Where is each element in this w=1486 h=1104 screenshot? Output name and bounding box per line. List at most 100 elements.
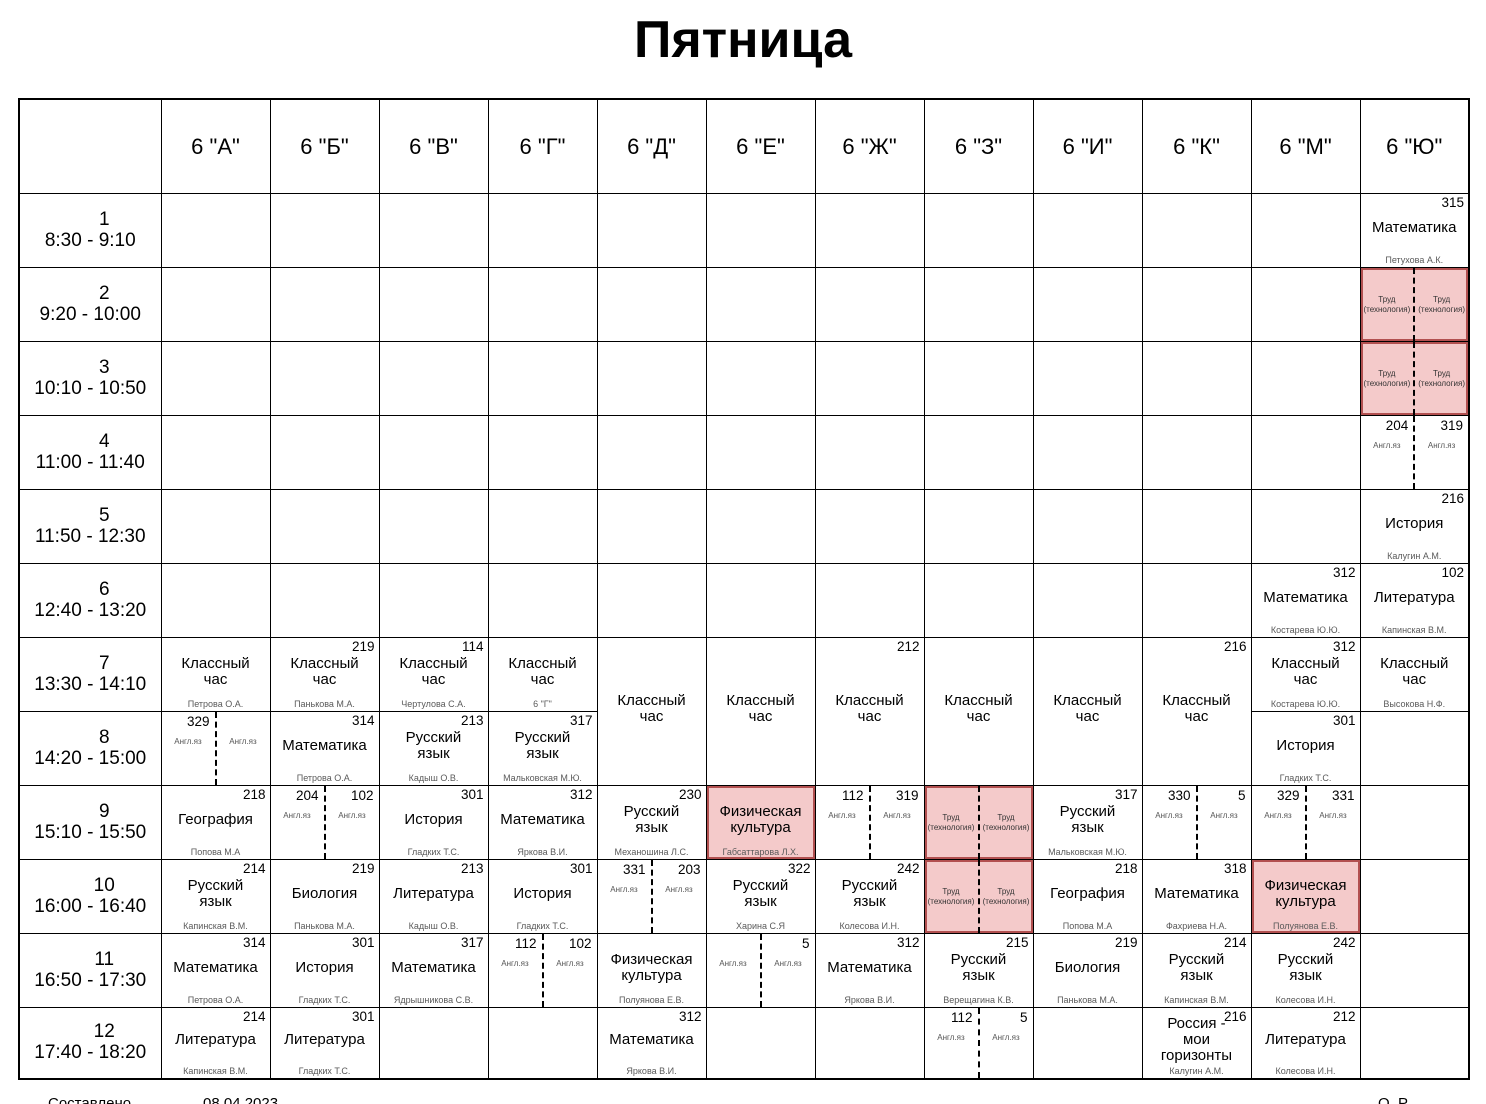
lesson-cell: Классный час <box>923 637 1034 786</box>
lesson-number: 1 <box>98 208 110 230</box>
lesson-time: 9:20 - 10:00 <box>39 303 141 325</box>
teacher-name: Колесова И.Н. <box>1275 995 1336 1005</box>
lesson-cell: 214 Русский язык Капинская В.М. <box>160 859 271 934</box>
lesson-cell: 214 Русский язык Капинская В.М. <box>1141 933 1252 1008</box>
empty-cell <box>1359 711 1470 786</box>
footer-note: Составлено <box>48 1095 132 1104</box>
subject: Классный час <box>399 654 468 688</box>
lesson-cell: 218 География Попова М.А <box>1032 859 1143 934</box>
split-cell: 204 Англ.яз 319 Англ.яз <box>1359 415 1470 490</box>
empty-cell <box>160 415 271 490</box>
group-subject-label: Англ.яз <box>338 811 366 820</box>
subject: История <box>513 884 572 902</box>
empty-cell <box>923 489 1034 564</box>
subject: Математика <box>500 810 585 828</box>
lesson-number: 4 <box>98 430 110 452</box>
empty-cell <box>1359 933 1470 1008</box>
time-cell: 1 8:30 - 9:10 <box>18 193 162 268</box>
subject: Русский язык <box>841 876 898 910</box>
teacher-name: Капинская В.М. <box>1164 995 1229 1005</box>
lesson-cell: 317 Русский язык Мальковская М.Ю. <box>487 711 598 786</box>
subject: Биология <box>1054 958 1121 976</box>
lesson-cell: 216 Классный час <box>1141 637 1252 786</box>
lesson-number: 12 <box>93 1021 115 1042</box>
room-number: 230 <box>678 787 702 802</box>
footer-date: 08.04.2023 <box>203 1095 279 1104</box>
empty-cell <box>160 341 271 416</box>
empty-cell <box>487 415 598 490</box>
room-number: 301 <box>351 1009 375 1024</box>
empty-cell <box>1250 193 1361 268</box>
subject: Русский язык <box>1277 950 1334 984</box>
subject: Классный час <box>944 691 1013 725</box>
footer: Составлено 08.04.2023 О. Р <box>18 1095 1470 1104</box>
empty-cell <box>1250 341 1361 416</box>
split-cell: Труд (технология) Труд (технология) <box>923 859 1034 934</box>
lesson-cell: Физическая культура Габсаттарова Л.Х. <box>705 785 816 860</box>
empty-cell <box>1032 193 1143 268</box>
group-room-number: 329 <box>186 714 210 729</box>
teacher-name: Мальковская М.Ю. <box>503 773 582 783</box>
empty-cell <box>923 415 1034 490</box>
empty-cell <box>1141 341 1252 416</box>
subject: Математика <box>391 958 476 976</box>
teacher-name: Гладких Т.С. <box>298 1066 351 1076</box>
split-cell: 329 Англ.яз Англ.яз <box>160 711 271 786</box>
group-room-number: 5 <box>1237 788 1246 803</box>
group-subject-label: Англ.яз <box>883 811 911 820</box>
lesson-cell: 314 Математика Петрова О.А. <box>160 933 271 1008</box>
lesson-cell: 301 История Гладких Т.С. <box>1250 711 1361 786</box>
time-cell: 8 14:20 - 15:00 <box>18 711 162 786</box>
empty-cell <box>1032 267 1143 342</box>
room-number: 301 <box>1332 713 1356 728</box>
lesson-cell: 219 Биология Панькова М.А. <box>269 859 380 934</box>
lesson-cell: 213 Русский язык Кадыш О.В. <box>378 711 489 786</box>
lesson-cell: 212 Классный час <box>814 637 925 786</box>
time-cell: 11 16:50 - 17:30 <box>18 933 162 1008</box>
empty-cell <box>487 267 598 342</box>
timetable: 6 "А" 6 "Б" 6 "В" 6 "Г" 6 "Д" 6 "Е" 6 "Ж" 6 "З"… <box>18 98 1470 1080</box>
column-header: 6 "Г" <box>487 98 598 194</box>
subject: Классный час <box>1380 654 1449 688</box>
empty-cell <box>814 415 925 490</box>
teacher-name: Колесова И.Н. <box>1275 1066 1336 1076</box>
split-cell: 331 Англ.яз 203 Англ.яз <box>596 859 707 934</box>
subject: Русский язык <box>1168 950 1225 984</box>
lesson-cell: Классный час <box>596 637 707 786</box>
group-subject-label: Англ.яз <box>283 811 311 820</box>
teacher-name: Ядрышникова С.В. <box>393 995 474 1005</box>
group-subject-label: Англ.яз <box>937 1033 965 1042</box>
group-room-number: 204 <box>295 788 319 803</box>
teacher-name: Калугин А.М. <box>1387 551 1442 561</box>
lesson-time: 15:10 - 15:50 <box>34 821 147 843</box>
empty-cell <box>705 267 816 342</box>
lesson-cell: 214 Литература Капинская В.М. <box>160 1007 271 1080</box>
room-number: 212 <box>896 639 920 654</box>
room-number: 301 <box>460 787 484 802</box>
lesson-number: 11 <box>94 948 115 970</box>
room-number: 315 <box>1441 195 1464 210</box>
subject: Россия - мои горизонты <box>1160 1015 1233 1064</box>
room-number: 314 <box>351 713 375 728</box>
lesson-cell: 312 Математика Костарева Ю.Ю. <box>1250 563 1361 638</box>
lesson-number: 8 <box>98 726 110 748</box>
empty-cell <box>705 415 816 490</box>
teacher-name: Панькова М.А. <box>1057 995 1118 1005</box>
time-cell: 6 12:40 - 13:20 <box>18 563 162 638</box>
teacher-name: Яркова В.И. <box>626 1066 677 1076</box>
subject: История <box>1385 514 1444 532</box>
room-number: 214 <box>242 1009 266 1024</box>
teacher-name: Петрова О.А. <box>187 699 244 709</box>
empty-cell <box>596 563 707 638</box>
group-subject-label: Англ.яз <box>1427 441 1456 450</box>
empty-cell <box>269 489 380 564</box>
lesson-cell: 301 История Гладких Т.С. <box>487 859 598 934</box>
teacher-name: Полуянова Е.В. <box>1273 921 1338 931</box>
split-cell: 112 Англ.яз 319 Англ.яз <box>814 785 925 860</box>
lesson-number: 2 <box>98 282 110 304</box>
time-cell: 9 15:10 - 15:50 <box>18 785 162 860</box>
column-header: 6 "И" <box>1032 98 1143 194</box>
lesson-cell: Классный час Высокова Н.Ф. <box>1359 637 1470 712</box>
lesson-cell: 218 География Попова М.А <box>160 785 271 860</box>
room-number: 213 <box>460 713 484 728</box>
